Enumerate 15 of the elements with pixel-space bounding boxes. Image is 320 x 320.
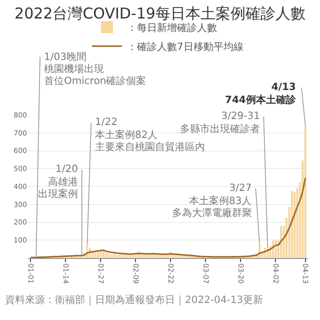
annotation: 3/27 本土案例83人 [189, 183, 252, 207]
annotation: 1/20 高雄港 [48, 164, 78, 188]
annotation: 主要來自桃園自貿港區內 [95, 141, 205, 153]
legend-label: ：確診人數7日移動平均線 [127, 41, 244, 54]
annotation: 4/13 744例本土確診 [225, 82, 297, 106]
annotation: 3/29-31 多縣市出現確診者 [180, 111, 260, 135]
text: 首位Omicron確診個案 [44, 75, 146, 87]
annotation: 1/22 本土案例82人 [95, 117, 158, 141]
annotation: 出現案例 [38, 188, 78, 200]
text: 桃園機場出現 [44, 63, 104, 75]
annotation: 多為大潭電廠群聚 [172, 207, 252, 219]
legend-label: ：每日新增確診人數 [127, 22, 217, 34]
annotation: 1/03晚間 [44, 51, 86, 63]
chart-title: 2022台灣COVID-19每日本土案例確診人數 [14, 4, 306, 22]
source-note: 資料來源：衛福部｜日期為通報發布日｜2022-04-13更新 [5, 294, 264, 306]
